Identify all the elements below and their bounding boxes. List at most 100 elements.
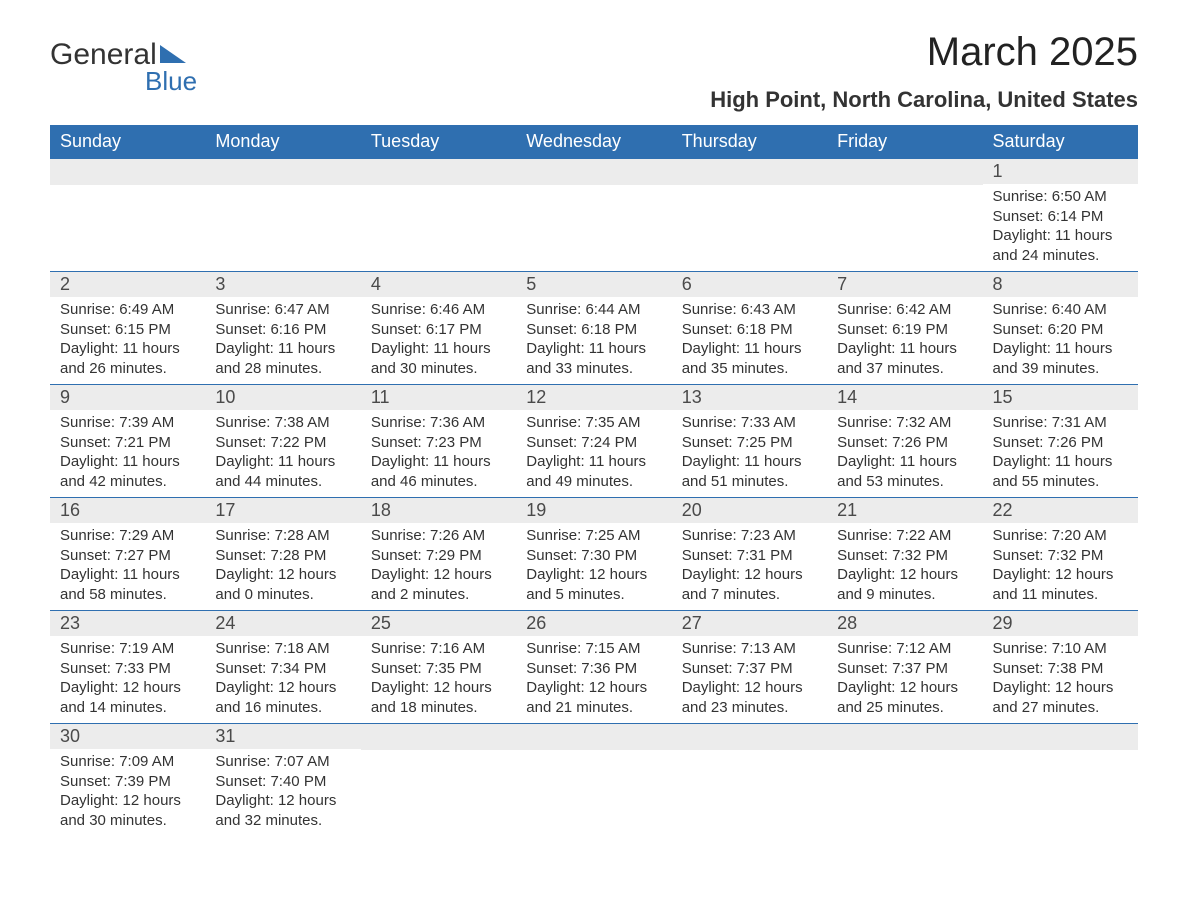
daylight-line-2: and 30 minutes. [60, 811, 195, 831]
day-number: 1 [983, 159, 1138, 184]
sunset-text: Sunset: 7:37 PM [837, 659, 972, 679]
calendar-cell: 24Sunrise: 7:18 AMSunset: 7:34 PMDayligh… [205, 611, 360, 724]
day-number: 19 [516, 498, 671, 523]
empty-details [827, 185, 982, 271]
daylight-line-1: Daylight: 12 hours [837, 565, 972, 585]
sunset-text: Sunset: 7:24 PM [526, 433, 661, 453]
daylight-line-1: Daylight: 12 hours [60, 791, 195, 811]
calendar-cell [516, 159, 671, 272]
day-header: Sunday [50, 125, 205, 159]
sunrise-text: Sunrise: 6:40 AM [993, 300, 1128, 320]
calendar-week-row: 9Sunrise: 7:39 AMSunset: 7:21 PMDaylight… [50, 385, 1138, 498]
daylight-line-1: Daylight: 12 hours [837, 678, 972, 698]
day-details: Sunrise: 6:50 AMSunset: 6:14 PMDaylight:… [983, 184, 1138, 271]
daylight-line-2: and 28 minutes. [215, 359, 350, 379]
sunrise-text: Sunrise: 7:38 AM [215, 413, 350, 433]
day-number: 13 [672, 385, 827, 410]
day-details: Sunrise: 7:26 AMSunset: 7:29 PMDaylight:… [361, 523, 516, 610]
day-details: Sunrise: 7:19 AMSunset: 7:33 PMDaylight:… [50, 636, 205, 723]
day-details: Sunrise: 6:49 AMSunset: 6:15 PMDaylight:… [50, 297, 205, 384]
daylight-line-1: Daylight: 12 hours [993, 565, 1128, 585]
empty-daynum [205, 159, 360, 185]
day-details: Sunrise: 7:39 AMSunset: 7:21 PMDaylight:… [50, 410, 205, 497]
calendar-cell [361, 159, 516, 272]
sunset-text: Sunset: 7:32 PM [837, 546, 972, 566]
calendar-cell: 12Sunrise: 7:35 AMSunset: 7:24 PMDayligh… [516, 385, 671, 498]
day-details: Sunrise: 7:15 AMSunset: 7:36 PMDaylight:… [516, 636, 671, 723]
day-number: 2 [50, 272, 205, 297]
sunrise-text: Sunrise: 7:12 AM [837, 639, 972, 659]
sunset-text: Sunset: 7:31 PM [682, 546, 817, 566]
calendar-cell: 14Sunrise: 7:32 AMSunset: 7:26 PMDayligh… [827, 385, 982, 498]
day-number: 17 [205, 498, 360, 523]
location-subtitle: High Point, North Carolina, United State… [710, 87, 1138, 113]
day-header: Thursday [672, 125, 827, 159]
empty-daynum [827, 159, 982, 185]
sunset-text: Sunset: 7:21 PM [60, 433, 195, 453]
day-number: 23 [50, 611, 205, 636]
daylight-line-2: and 51 minutes. [682, 472, 817, 492]
daylight-line-1: Daylight: 11 hours [993, 226, 1128, 246]
empty-daynum [516, 159, 671, 185]
sunrise-text: Sunrise: 7:13 AM [682, 639, 817, 659]
daylight-line-2: and 26 minutes. [60, 359, 195, 379]
sunrise-text: Sunrise: 6:46 AM [371, 300, 506, 320]
day-number: 10 [205, 385, 360, 410]
daylight-line-1: Daylight: 12 hours [60, 678, 195, 698]
daylight-line-1: Daylight: 11 hours [993, 452, 1128, 472]
calendar-cell: 18Sunrise: 7:26 AMSunset: 7:29 PMDayligh… [361, 498, 516, 611]
daylight-line-1: Daylight: 11 hours [682, 452, 817, 472]
day-number: 11 [361, 385, 516, 410]
day-number: 21 [827, 498, 982, 523]
calendar-cell: 26Sunrise: 7:15 AMSunset: 7:36 PMDayligh… [516, 611, 671, 724]
daylight-line-1: Daylight: 11 hours [60, 452, 195, 472]
daylight-line-2: and 39 minutes. [993, 359, 1128, 379]
daylight-line-2: and 14 minutes. [60, 698, 195, 718]
daylight-line-2: and 44 minutes. [215, 472, 350, 492]
daylight-line-1: Daylight: 11 hours [837, 339, 972, 359]
day-number: 29 [983, 611, 1138, 636]
sunset-text: Sunset: 7:28 PM [215, 546, 350, 566]
day-details: Sunrise: 7:36 AMSunset: 7:23 PMDaylight:… [361, 410, 516, 497]
day-details: Sunrise: 7:12 AMSunset: 7:37 PMDaylight:… [827, 636, 982, 723]
day-details: Sunrise: 7:38 AMSunset: 7:22 PMDaylight:… [205, 410, 360, 497]
day-number: 3 [205, 272, 360, 297]
sunset-text: Sunset: 6:18 PM [526, 320, 661, 340]
daylight-line-2: and 35 minutes. [682, 359, 817, 379]
sunrise-text: Sunrise: 7:26 AM [371, 526, 506, 546]
day-header: Monday [205, 125, 360, 159]
calendar-cell: 3Sunrise: 6:47 AMSunset: 6:16 PMDaylight… [205, 272, 360, 385]
daylight-line-2: and 37 minutes. [837, 359, 972, 379]
sunrise-text: Sunrise: 7:25 AM [526, 526, 661, 546]
daylight-line-2: and 9 minutes. [837, 585, 972, 605]
daylight-line-1: Daylight: 11 hours [526, 452, 661, 472]
daylight-line-1: Daylight: 12 hours [371, 565, 506, 585]
daylight-line-1: Daylight: 11 hours [60, 339, 195, 359]
daylight-line-2: and 42 minutes. [60, 472, 195, 492]
daylight-line-2: and 18 minutes. [371, 698, 506, 718]
calendar-cell: 22Sunrise: 7:20 AMSunset: 7:32 PMDayligh… [983, 498, 1138, 611]
day-details: Sunrise: 7:32 AMSunset: 7:26 PMDaylight:… [827, 410, 982, 497]
sunrise-text: Sunrise: 6:50 AM [993, 187, 1128, 207]
calendar-cell [205, 159, 360, 272]
day-details: Sunrise: 7:25 AMSunset: 7:30 PMDaylight:… [516, 523, 671, 610]
sunset-text: Sunset: 7:27 PM [60, 546, 195, 566]
daylight-line-1: Daylight: 12 hours [215, 791, 350, 811]
daylight-line-1: Daylight: 11 hours [526, 339, 661, 359]
day-details: Sunrise: 6:43 AMSunset: 6:18 PMDaylight:… [672, 297, 827, 384]
calendar-cell: 7Sunrise: 6:42 AMSunset: 6:19 PMDaylight… [827, 272, 982, 385]
calendar-week-row: 23Sunrise: 7:19 AMSunset: 7:33 PMDayligh… [50, 611, 1138, 724]
empty-daynum [672, 724, 827, 750]
calendar-table: Sunday Monday Tuesday Wednesday Thursday… [50, 125, 1138, 836]
calendar-cell: 9Sunrise: 7:39 AMSunset: 7:21 PMDaylight… [50, 385, 205, 498]
daylight-line-2: and 25 minutes. [837, 698, 972, 718]
calendar-cell: 8Sunrise: 6:40 AMSunset: 6:20 PMDaylight… [983, 272, 1138, 385]
calendar-week-row: 2Sunrise: 6:49 AMSunset: 6:15 PMDaylight… [50, 272, 1138, 385]
daylight-line-1: Daylight: 11 hours [682, 339, 817, 359]
day-number: 20 [672, 498, 827, 523]
calendar-cell: 1Sunrise: 6:50 AMSunset: 6:14 PMDaylight… [983, 159, 1138, 272]
sunrise-text: Sunrise: 7:39 AM [60, 413, 195, 433]
sunset-text: Sunset: 7:26 PM [837, 433, 972, 453]
calendar-cell: 5Sunrise: 6:44 AMSunset: 6:18 PMDaylight… [516, 272, 671, 385]
calendar-cell [672, 724, 827, 837]
